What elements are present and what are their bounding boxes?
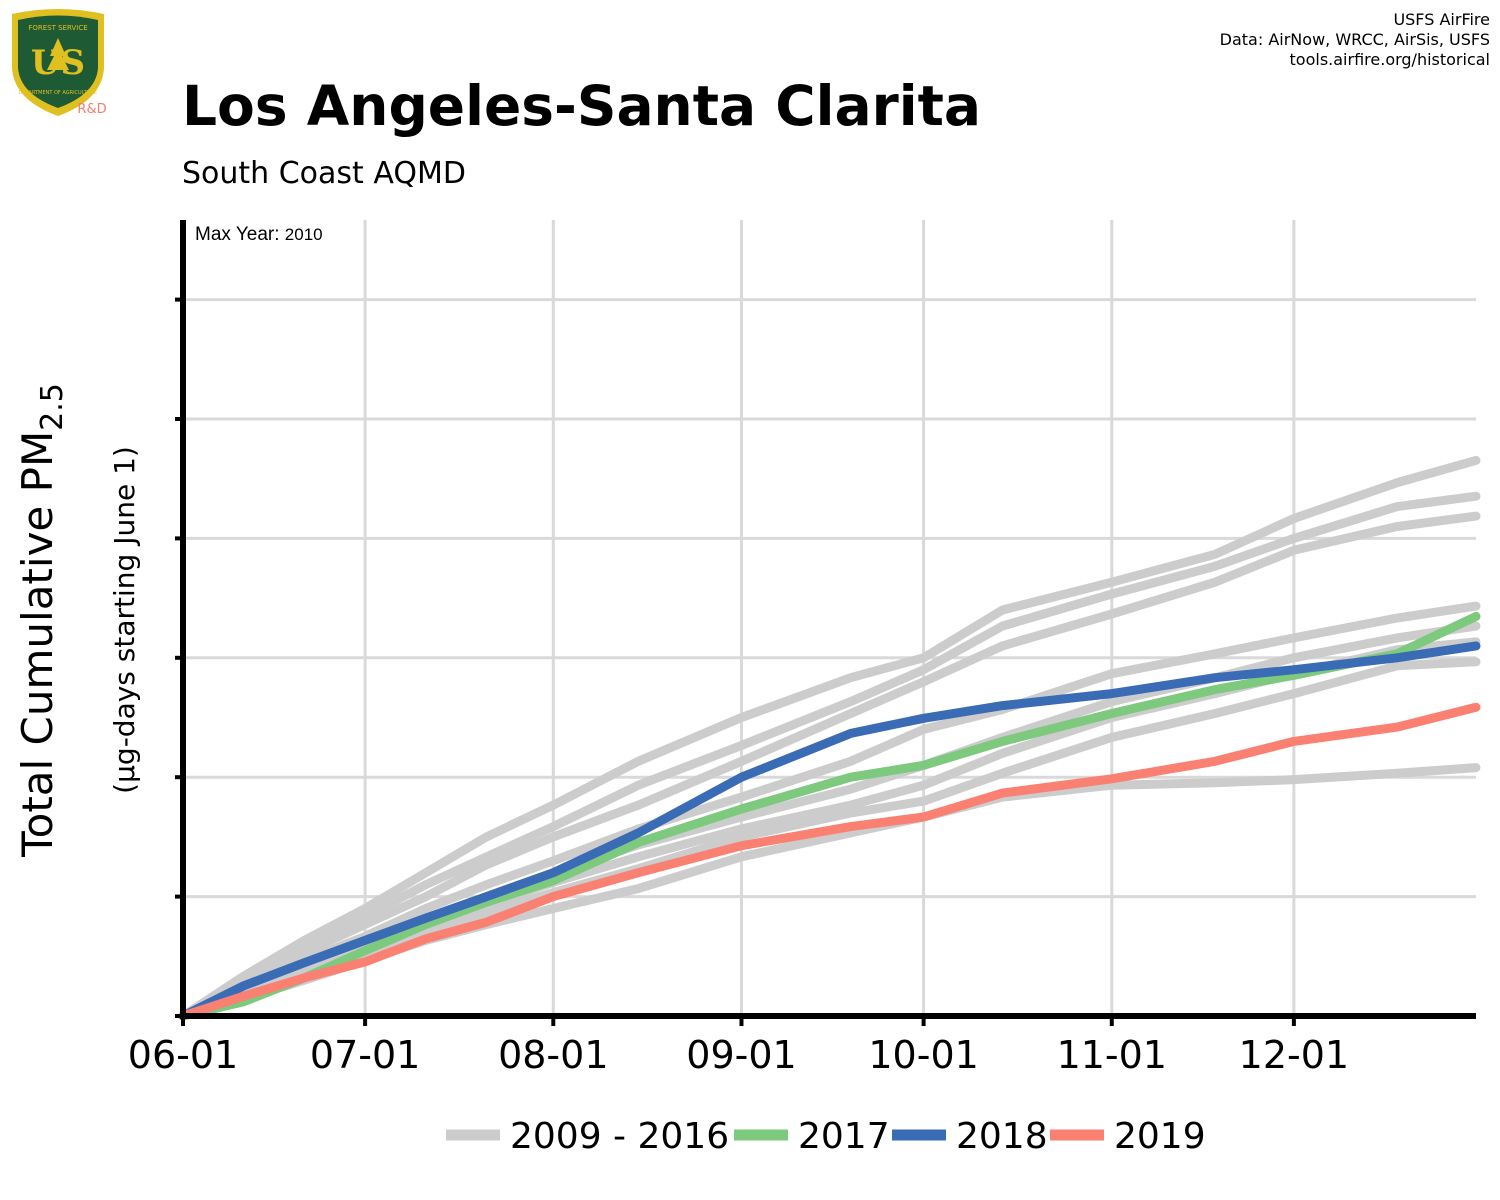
forest-service-shield-icon: FOREST SERVICE US DEPARTMENT OF AGRICULT…: [12, 9, 107, 117]
x-tick-label-12-01: 12-01: [1239, 1033, 1349, 1077]
max-year-label: Max Year:: [195, 224, 280, 245]
series-line-bg-7: [178, 763, 1481, 1021]
logo-top-text: FOREST SERVICE: [28, 24, 87, 32]
series-line-bg-1: [178, 491, 1481, 1021]
x-tick-label-07-01: 07-01: [310, 1033, 420, 1077]
chart-subtitle: South Coast AQMD: [182, 156, 466, 191]
logo-badge: R&D: [77, 102, 106, 117]
chart-title: Los Angeles-Santa Clarita: [182, 74, 981, 138]
y-axis-label-subscript: 2.5: [35, 383, 70, 431]
legend-label-0: 2009 - 2016: [510, 1116, 729, 1157]
x-tick-label-11-01: 11-01: [1057, 1033, 1167, 1077]
series-line-bg-0: [178, 455, 1481, 1021]
credit-line-3: tools.airfire.org/historical: [1289, 50, 1490, 69]
y-axis-sublabel: (µg-days starting June 1): [108, 446, 141, 794]
highlight-series-group: [178, 611, 1481, 1021]
series-line-bg-2: [178, 511, 1481, 1021]
y-axis-label-main: Total Cumulative PM: [13, 431, 62, 858]
max-year-value: 2010: [285, 225, 323, 244]
x-tick-label-10-01: 10-01: [868, 1033, 978, 1077]
legend-label-3: 2019: [1114, 1116, 1206, 1157]
x-tick-label-09-01: 09-01: [686, 1033, 796, 1077]
credits: USFS AirFire Data: AirNow, WRCC, AirSis,…: [1220, 10, 1490, 70]
x-tick-label-08-01: 08-01: [498, 1033, 608, 1077]
max-year-annotation: Max Year: 2010: [195, 224, 323, 245]
axes: [175, 220, 1476, 1019]
legend-label-1: 2017: [798, 1116, 890, 1157]
credit-line-1: USFS AirFire: [1393, 10, 1490, 29]
x-tick-labels: 06-01 07-01 08-01 09-01 10-01 11-01 12-01: [128, 1016, 1349, 1077]
series-line-2019: [178, 702, 1481, 1021]
y-axis-label: Total Cumulative PM2.5: [13, 383, 70, 858]
legend: 2009 - 2016 2017 2018 2019: [446, 1116, 1206, 1157]
legend-label-2: 2018: [956, 1116, 1048, 1157]
credit-line-2: Data: AirNow, WRCC, AirSis, USFS: [1219, 30, 1490, 49]
x-tick-label-06-01: 06-01: [128, 1033, 238, 1077]
series-line-2018: [178, 641, 1481, 1021]
logo-bottom-text: DEPARTMENT OF AGRICULTURE: [19, 90, 97, 96]
series-line-2017: [178, 611, 1481, 1021]
